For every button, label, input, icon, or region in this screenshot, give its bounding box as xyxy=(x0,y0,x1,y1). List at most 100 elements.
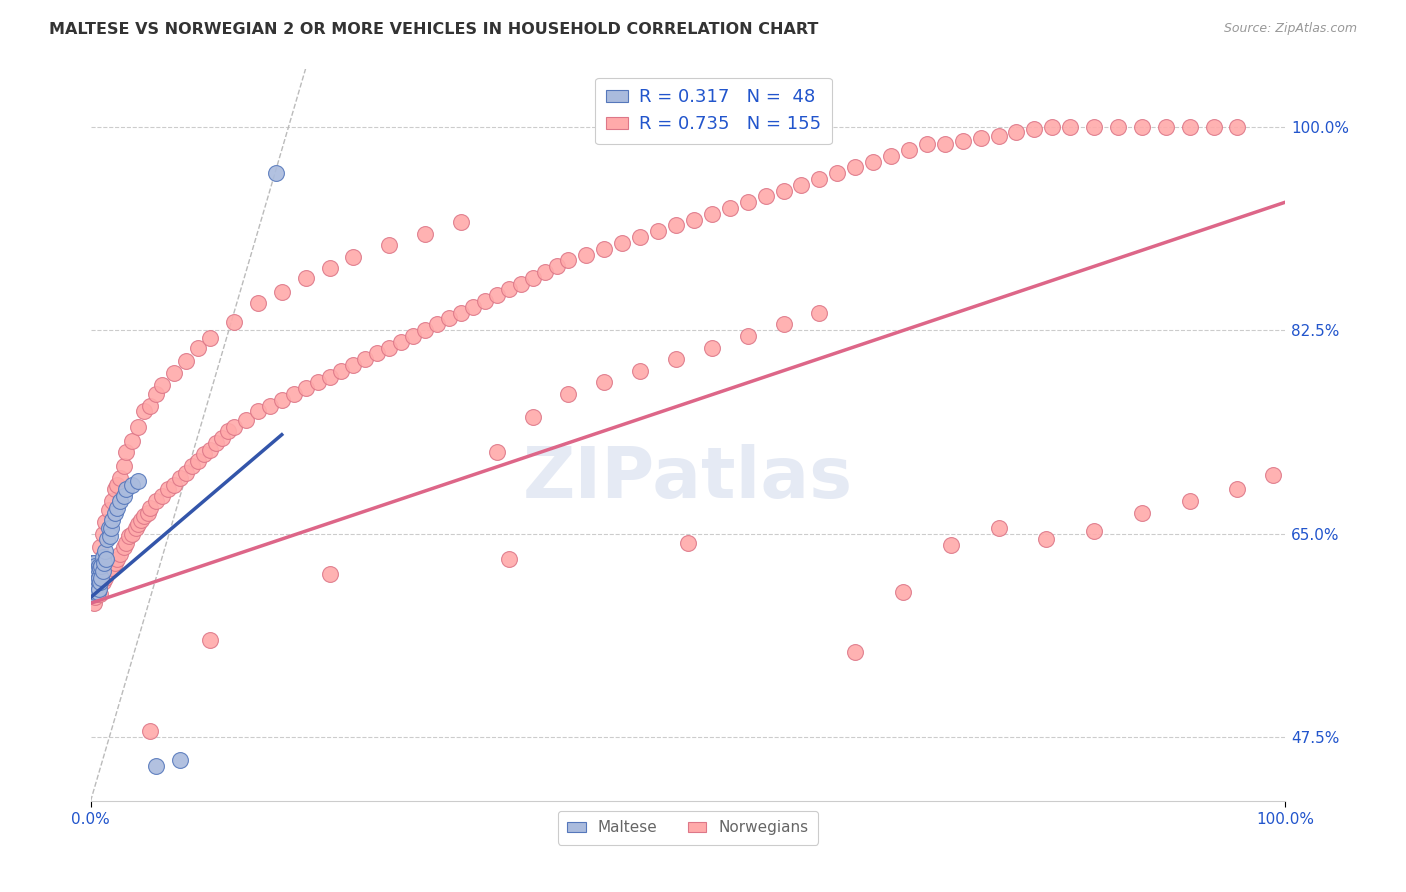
Point xyxy=(557,253,579,268)
Text: ZIPatlas: ZIPatlas xyxy=(523,444,853,513)
Point xyxy=(97,503,120,517)
Point xyxy=(83,564,105,578)
Point xyxy=(1059,120,1081,134)
Point xyxy=(127,517,149,532)
Point xyxy=(1083,524,1105,538)
Point xyxy=(402,329,425,343)
Text: MALTESE VS NORWEGIAN 2 OR MORE VEHICLES IN HOUSEHOLD CORRELATION CHART: MALTESE VS NORWEGIAN 2 OR MORE VEHICLES … xyxy=(49,22,818,37)
Point xyxy=(91,526,114,541)
Point xyxy=(628,230,651,244)
Point xyxy=(270,285,292,299)
Point xyxy=(125,521,148,535)
Point xyxy=(628,364,651,378)
Point xyxy=(198,442,221,457)
Point xyxy=(80,573,103,587)
Point xyxy=(112,489,135,503)
Point xyxy=(181,459,204,474)
Point xyxy=(825,166,848,180)
Point xyxy=(217,424,239,438)
Point xyxy=(84,591,107,605)
Point xyxy=(700,341,723,355)
Point xyxy=(498,282,520,296)
Point xyxy=(103,483,125,497)
Point xyxy=(522,410,544,425)
Point xyxy=(437,311,460,326)
Point xyxy=(259,399,281,413)
Point xyxy=(96,533,118,547)
Point xyxy=(98,529,121,543)
Point xyxy=(94,544,117,558)
Point xyxy=(101,494,124,508)
Point xyxy=(522,270,544,285)
Point xyxy=(103,506,125,520)
Point xyxy=(808,305,831,319)
Point xyxy=(1202,120,1225,134)
Point xyxy=(86,587,108,601)
Point xyxy=(87,582,110,597)
Point xyxy=(150,489,173,503)
Point xyxy=(939,538,962,552)
Point xyxy=(198,633,221,648)
Point xyxy=(89,561,111,575)
Point xyxy=(318,369,340,384)
Point xyxy=(105,477,128,491)
Point xyxy=(101,561,124,575)
Point xyxy=(82,582,104,597)
Point xyxy=(205,435,228,450)
Legend: Maltese, Norwegians: Maltese, Norwegians xyxy=(558,811,818,845)
Point xyxy=(1178,494,1201,508)
Point xyxy=(593,376,616,390)
Point xyxy=(987,521,1010,535)
Point xyxy=(112,459,135,474)
Point xyxy=(1263,468,1285,483)
Point xyxy=(115,483,138,497)
Point xyxy=(87,582,110,597)
Point xyxy=(1107,120,1129,134)
Point xyxy=(157,483,180,497)
Point xyxy=(987,128,1010,143)
Point xyxy=(139,724,162,739)
Point xyxy=(844,161,866,175)
Point xyxy=(509,277,531,291)
Point xyxy=(100,521,122,535)
Point xyxy=(294,270,316,285)
Point xyxy=(354,352,377,367)
Point xyxy=(163,477,186,491)
Point xyxy=(772,318,794,332)
Point xyxy=(934,137,956,152)
Point xyxy=(83,587,105,601)
Point xyxy=(80,556,103,570)
Point xyxy=(198,331,221,345)
Point xyxy=(105,500,128,515)
Point xyxy=(378,341,401,355)
Point xyxy=(211,431,233,445)
Point xyxy=(97,564,120,578)
Point xyxy=(187,454,209,468)
Point xyxy=(969,131,991,145)
Point xyxy=(318,567,340,582)
Point xyxy=(485,445,508,459)
Point xyxy=(647,224,669,238)
Point xyxy=(389,334,412,349)
Point xyxy=(103,556,125,570)
Point xyxy=(474,293,496,308)
Point xyxy=(83,573,105,587)
Point xyxy=(1005,125,1028,139)
Point xyxy=(755,189,778,203)
Point xyxy=(461,300,484,314)
Point xyxy=(342,250,364,264)
Point xyxy=(97,521,120,535)
Text: Source: ZipAtlas.com: Source: ZipAtlas.com xyxy=(1223,22,1357,36)
Point xyxy=(115,445,138,459)
Point xyxy=(1154,120,1177,134)
Point xyxy=(87,571,110,585)
Point xyxy=(187,341,209,355)
Point xyxy=(844,645,866,659)
Point xyxy=(450,305,472,319)
Point xyxy=(86,579,108,593)
Point xyxy=(91,575,114,590)
Point xyxy=(235,412,257,426)
Point xyxy=(127,419,149,434)
Point xyxy=(80,587,103,601)
Point xyxy=(118,529,141,543)
